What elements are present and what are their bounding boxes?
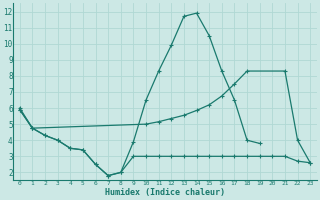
- X-axis label: Humidex (Indice chaleur): Humidex (Indice chaleur): [105, 188, 225, 197]
